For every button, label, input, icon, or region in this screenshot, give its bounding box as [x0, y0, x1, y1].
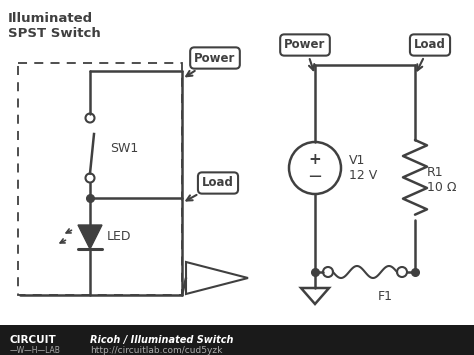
Text: SW1: SW1 [110, 142, 138, 154]
Text: V1
12 V: V1 12 V [349, 154, 377, 182]
Text: +: + [309, 153, 321, 168]
Text: F1: F1 [377, 290, 392, 303]
Text: LED: LED [107, 230, 131, 244]
Text: Illuminated
SPST Switch: Illuminated SPST Switch [8, 12, 101, 40]
Text: http://circuitlab.com/cud5yzk: http://circuitlab.com/cud5yzk [90, 346, 222, 355]
Text: Power: Power [186, 51, 236, 76]
Text: CIRCUIT: CIRCUIT [10, 335, 57, 345]
Polygon shape [78, 225, 102, 249]
Bar [0, 325, 474, 355]
Text: Power: Power [284, 38, 326, 70]
Text: R1
10 Ω: R1 10 Ω [427, 166, 456, 194]
Text: Load: Load [186, 176, 234, 201]
Text: Ricoh / Illuminated Switch: Ricoh / Illuminated Switch [90, 335, 234, 345]
Text: Load: Load [414, 38, 446, 70]
Text: —W—H—LAB: —W—H—LAB [10, 346, 61, 355]
Text: −: − [308, 168, 323, 186]
